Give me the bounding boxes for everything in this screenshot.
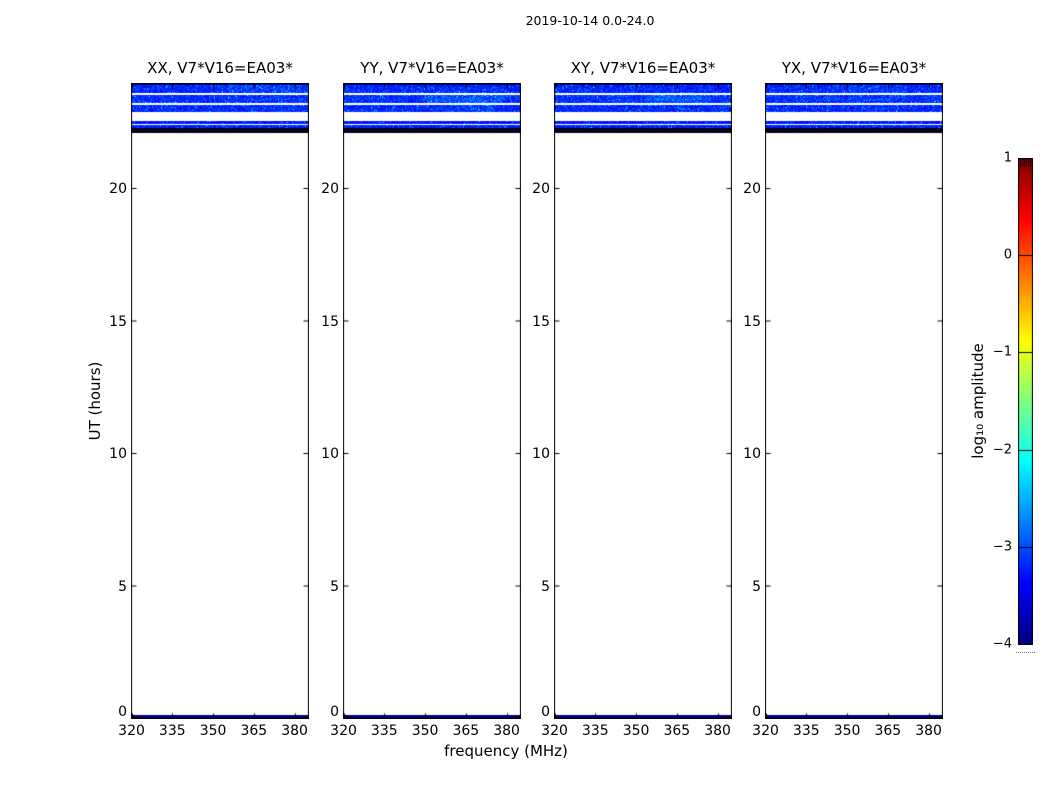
- x-tick-label: 380: [915, 723, 942, 739]
- y-tick-label: 20: [743, 181, 761, 197]
- x-tick-label: 350: [622, 723, 650, 739]
- y-tick-label: 10: [532, 446, 550, 462]
- y-tick-label: 15: [321, 313, 339, 330]
- colorbar-extend-dots: [1016, 652, 1035, 653]
- heatmap-panel-xy: [554, 83, 732, 719]
- y-tick-label: 15: [532, 313, 550, 330]
- x-tick-label: 350: [199, 723, 227, 739]
- heatmap-panel-yy: [343, 83, 521, 719]
- x-tick-label: 350: [833, 723, 861, 739]
- x-tick-label: 365: [874, 723, 902, 739]
- x-tick-label: 365: [452, 723, 480, 739]
- y-tick-label: 10: [743, 446, 761, 462]
- y-tick-label: 10: [109, 446, 127, 462]
- x-tick-label: 335: [370, 723, 398, 739]
- y-tick-label: 10: [321, 446, 339, 462]
- x-tick-label: 380: [493, 723, 520, 739]
- x-tick-label: 365: [240, 723, 268, 739]
- y-axis-label: UT (hours): [86, 361, 104, 441]
- y-tick-label: 5: [752, 578, 761, 595]
- x-tick-label: 335: [792, 723, 820, 739]
- x-tick-label: 320: [330, 723, 357, 739]
- panel-title-yx: YX, V7*V16=EA03*: [781, 59, 927, 77]
- x-tick-label: 335: [581, 723, 609, 739]
- colorbar-label: log₁₀ amplitude: [969, 343, 987, 459]
- y-tick-label: 0: [752, 704, 761, 720]
- x-tick-label: 350: [411, 723, 439, 739]
- heatmap-panel-xx: [131, 83, 309, 719]
- panel-title-xx: XX, V7*V16=EA03*: [147, 59, 293, 77]
- y-tick-label: 5: [541, 578, 550, 595]
- colorbar-tick-label: −1: [992, 344, 1012, 360]
- x-tick-label: 380: [281, 723, 308, 739]
- x-axis-label: frequency (MHz): [444, 742, 568, 760]
- colorbar: [1018, 158, 1033, 645]
- colorbar-tick-label: 1: [1003, 150, 1012, 166]
- colorbar-tick-label: −2: [992, 442, 1012, 458]
- x-tick-label: 320: [752, 723, 779, 739]
- figure-title: 2019-10-14 0.0-24.0: [525, 13, 655, 28]
- y-tick-label: 0: [330, 704, 339, 720]
- panel-title-xy: XY, V7*V16=EA03*: [570, 59, 716, 77]
- x-tick-label: 380: [704, 723, 731, 739]
- y-tick-label: 20: [532, 181, 550, 197]
- colorbar-tick-label: 0: [1003, 247, 1012, 263]
- colorbar-tick-label: −3: [992, 539, 1012, 555]
- x-tick-label: 335: [158, 723, 186, 739]
- x-tick-label: 320: [541, 723, 568, 739]
- y-tick-label: 20: [109, 181, 127, 197]
- y-tick-label: 0: [118, 704, 127, 720]
- y-tick-label: 15: [109, 313, 127, 330]
- y-tick-label: 5: [118, 578, 127, 595]
- y-tick-label: 0: [541, 704, 550, 720]
- colorbar-tick-label: −4: [992, 636, 1012, 652]
- heatmap-panel-yx: [765, 83, 943, 719]
- y-tick-label: 5: [330, 578, 339, 595]
- panel-title-yy: YY, V7*V16=EA03*: [360, 59, 504, 77]
- x-tick-label: 365: [663, 723, 691, 739]
- y-tick-label: 20: [321, 181, 339, 197]
- y-tick-label: 15: [743, 313, 761, 330]
- x-tick-label: 320: [118, 723, 145, 739]
